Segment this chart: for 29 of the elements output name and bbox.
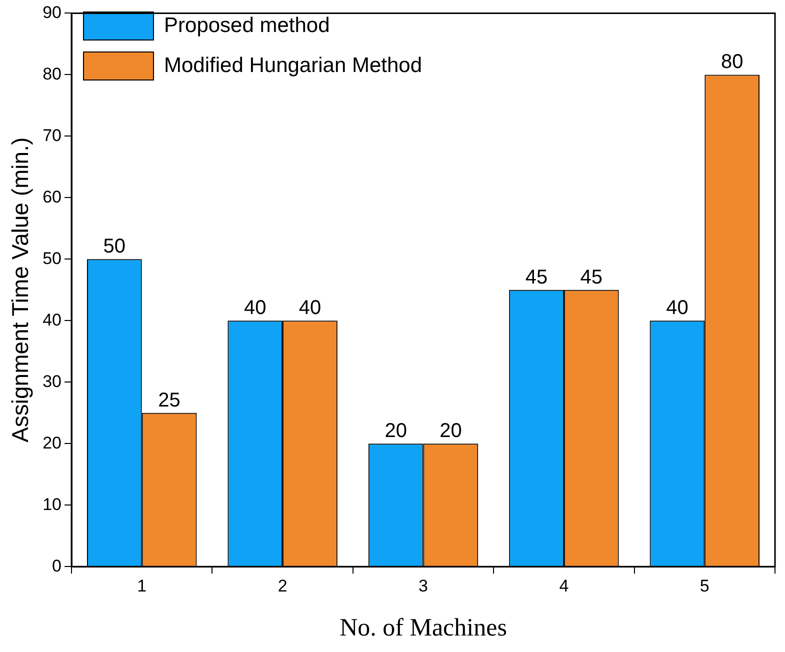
data-label: 40 — [666, 297, 688, 320]
y-tick-label: 40 — [42, 310, 62, 330]
y-tick-label: 10 — [42, 494, 62, 514]
y-tick-label: 20 — [42, 433, 62, 452]
data-label: 45 — [525, 266, 548, 288]
x-tick-label: 3 — [418, 576, 428, 596]
legend-label: Proposed method — [164, 14, 330, 37]
y-tick-label: 60 — [42, 187, 62, 206]
data-label: 20 — [440, 420, 462, 442]
x-tick-label: 4 — [559, 576, 569, 596]
data-label: 20 — [384, 420, 407, 442]
data-label: 80 — [720, 51, 744, 74]
x-tick-label: 1 — [137, 576, 147, 596]
data-label: 25 — [158, 389, 180, 412]
y-tick-label: 70 — [42, 126, 62, 145]
data-label: 40 — [244, 297, 266, 320]
x-tick-label: 5 — [700, 576, 710, 596]
y-tick-label: 30 — [42, 372, 62, 391]
legend-label: Modified Hungarian Method — [164, 54, 422, 77]
y-tick-label: 0 — [52, 556, 62, 576]
x-axis-title: No. of Machines — [340, 614, 507, 642]
y-axis-title: Assignment Time Value (min.) — [7, 137, 34, 442]
data-label: 40 — [298, 297, 322, 320]
data-label: 45 — [580, 266, 603, 288]
y-tick-label: 90 — [42, 2, 62, 22]
data-label: 50 — [103, 236, 126, 258]
y-tick-label: 50 — [42, 248, 62, 268]
y-tick-label: 80 — [42, 64, 62, 84]
x-tick-label: 2 — [278, 576, 288, 596]
